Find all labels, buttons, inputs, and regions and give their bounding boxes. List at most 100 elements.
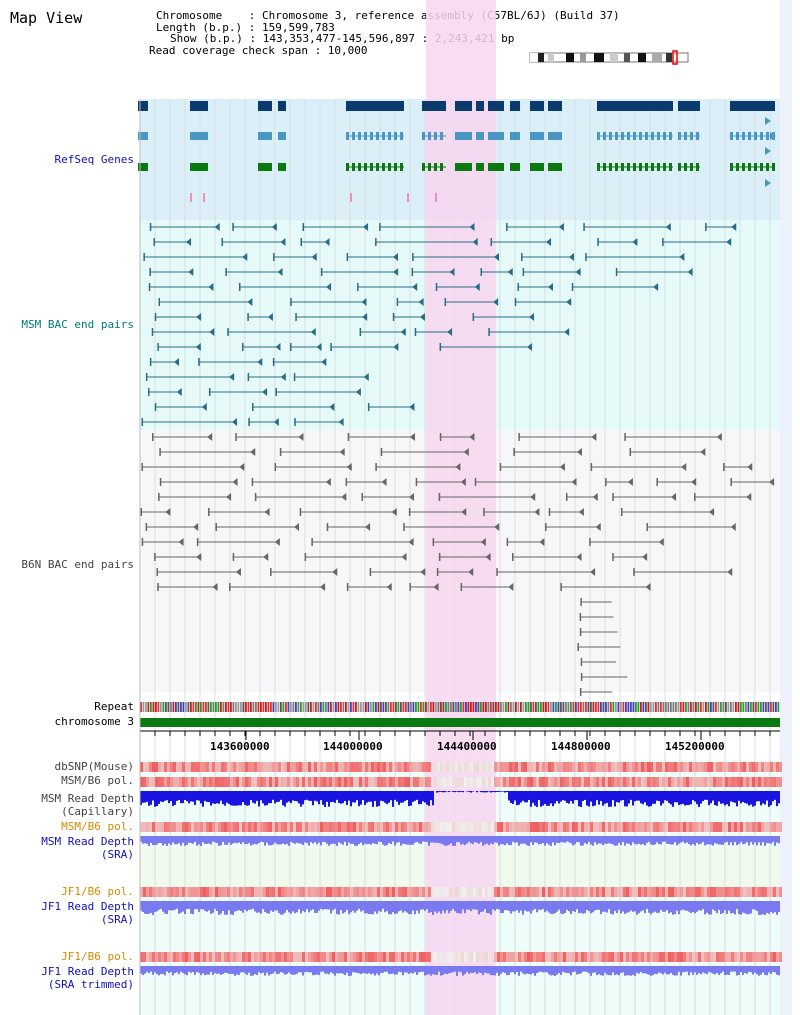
- repeat-mark: [702, 702, 705, 712]
- track-label-jf1-b6-pol-1[interactable]: JF1/B6 pol.: [61, 885, 134, 898]
- jf1-read-depth-trimmed-bar: [556, 966, 558, 975]
- msm-read-depth-sra-bar: [758, 836, 760, 843]
- jf1-read-depth-trimmed-bar: [350, 966, 352, 976]
- msm-read-depth-capillary-bar: [540, 791, 542, 807]
- jf1-read-depth-trimmed-bar: [512, 966, 514, 973]
- jf1-read-depth-trimmed-bar: [564, 966, 566, 973]
- track-label-jf1-b6-pol-2[interactable]: JF1/B6 pol.: [61, 950, 134, 963]
- jf1-b6-pol-trimmed-mark: [206, 952, 209, 962]
- track-label-jf1-read-depth-1[interactable]: JF1 Read Depth: [41, 900, 134, 913]
- jf1-read-depth-sra-bar: [778, 901, 780, 913]
- jf1-b6-pol-trimmed-mark: [647, 952, 650, 962]
- repeat-mark: [757, 702, 760, 712]
- track-label-msm-b6-pol-2[interactable]: MSM/B6 pol.: [61, 820, 134, 833]
- jf1-read-depth-sra-bar: [216, 901, 218, 911]
- pair-end-icon: [409, 403, 415, 411]
- dbsnp-mark: [449, 762, 452, 772]
- dbsnp-mark: [722, 762, 725, 772]
- repeat-mark: [777, 702, 780, 712]
- msm-b6-pol-mark: [770, 777, 773, 787]
- msm-b6-pol-mark: [242, 777, 245, 787]
- pair-end: [345, 478, 348, 486]
- track-label-b6n-bac[interactable]: B6N BAC end pairs: [21, 558, 134, 571]
- jf1-b6-pol-trimmed-mark: [503, 952, 506, 962]
- jf1-read-depth-sra-bar: [508, 901, 510, 911]
- dbsnp-mark: [470, 762, 473, 772]
- msm-b6-pol-sra-mark: [401, 822, 404, 832]
- pair-end: [232, 223, 234, 231]
- jf1-read-depth-trimmed-bar: [648, 966, 650, 975]
- jf1-read-depth-trimmed-bar: [460, 966, 462, 973]
- msm-read-depth-sra-bar: [742, 836, 744, 845]
- track-label-dbsnp[interactable]: dbSNP(Mouse): [54, 760, 134, 773]
- jf1-b6-pol-trimmed-mark: [350, 952, 353, 962]
- msm-read-depth-capillary-bar: [280, 791, 282, 800]
- jf1-b6-pol-trimmed-mark: [515, 952, 518, 962]
- dbsnp-mark: [608, 762, 611, 772]
- dbsnp-mark: [518, 762, 521, 772]
- track-label-msm-b6-pol-1[interactable]: MSM/B6 pol.: [61, 774, 134, 787]
- jf1-read-depth-trimmed-bar: [226, 966, 228, 973]
- track-label-repeat[interactable]: Repeat: [94, 700, 134, 713]
- jf1-read-depth-trimmed-bar: [732, 966, 734, 972]
- repeat-mark: [537, 702, 540, 712]
- dbsnp-mark: [506, 762, 509, 772]
- repeat-mark: [575, 702, 577, 712]
- repeat-mark: [315, 702, 317, 712]
- msm-read-depth-sra-bar: [334, 836, 336, 845]
- dbsnp-mark: [308, 762, 311, 772]
- msm-b6-pol-sra-mark: [419, 822, 422, 832]
- jf1-read-depth-sra-bar: [420, 901, 422, 910]
- jf1-b6-pol-mark: [635, 887, 638, 897]
- jf1-read-depth-sra-bar: [600, 901, 602, 915]
- msm-read-depth-sra-bar: [766, 836, 768, 844]
- msm-read-depth-capillary-bar: [480, 791, 482, 793]
- gene-exon: [615, 163, 618, 171]
- pair-end-icon: [529, 313, 535, 321]
- msm-b6-pol-sra-mark: [584, 822, 587, 832]
- jf1-read-depth-sra-bar: [626, 901, 628, 913]
- msm-read-depth-capillary-bar: [484, 791, 486, 793]
- track-label-msm-read-depth-1[interactable]: MSM Read Depth: [41, 792, 134, 805]
- repeat-mark: [280, 702, 282, 712]
- jf1-b6-pol-trimmed-mark: [422, 952, 425, 962]
- dbsnp-mark: [221, 762, 224, 772]
- track-label-refseq[interactable]: RefSeq Genes: [54, 153, 134, 166]
- jf1-read-depth-sra-bar: [190, 901, 192, 914]
- jf1-read-depth-sra-bar: [326, 901, 328, 910]
- jf1-read-depth-trimmed-bar: [398, 966, 400, 972]
- jf1-b6-pol-trimmed-mark: [548, 952, 551, 962]
- msm-read-depth-sra-bar: [736, 836, 738, 846]
- gene-exon: [609, 132, 612, 140]
- pair-end: [579, 688, 582, 696]
- msm-read-depth-sra-bar: [382, 836, 384, 845]
- msm-b6-pol-mark: [329, 777, 332, 787]
- jf1-b6-pol-mark: [548, 887, 551, 897]
- repeat-mark: [735, 702, 737, 712]
- jf1-read-depth-sra-bar: [270, 901, 272, 911]
- dbsnp-mark: [356, 762, 359, 772]
- msm-b6-pol-sra-mark: [404, 822, 407, 832]
- jf1-read-depth-trimmed-bar: [348, 966, 350, 976]
- jf1-read-depth-trimmed-bar: [774, 966, 776, 973]
- repeat-mark: [157, 702, 160, 712]
- track-label-msm-bac[interactable]: MSM BAC end pairs: [21, 318, 134, 331]
- jf1-read-depth-trimmed-bar: [454, 966, 456, 972]
- repeat-mark: [555, 702, 557, 712]
- jf1-read-depth-sra-bar: [340, 901, 342, 911]
- repeat-mark: [602, 702, 605, 712]
- jf1-read-depth-trimmed-bar: [432, 966, 434, 975]
- repeat-mark: [522, 702, 525, 712]
- track-label-chromosome[interactable]: chromosome 3: [54, 715, 134, 728]
- dbsnp-mark: [416, 762, 419, 772]
- msm-read-depth-capillary-bar: [486, 791, 488, 793]
- pair-end: [272, 358, 275, 366]
- msm-read-depth-capillary-bar: [502, 791, 504, 792]
- msm-b6-pol-mark: [731, 777, 734, 787]
- jf1-b6-pol-mark: [143, 887, 146, 897]
- jf1-read-depth-sra-bar: [282, 901, 284, 915]
- gene-exon: [434, 132, 437, 140]
- track-label-jf1-read-depth-2[interactable]: JF1 Read Depth: [41, 965, 134, 978]
- track-label-msm-read-depth-2[interactable]: MSM Read Depth: [41, 835, 134, 848]
